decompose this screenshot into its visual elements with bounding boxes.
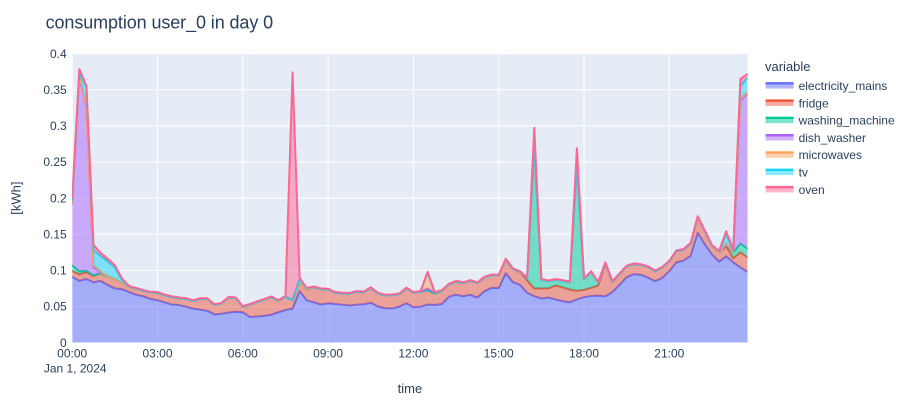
svg-text:0.15: 0.15 [43, 227, 67, 241]
svg-text:dish_washer: dish_washer [799, 131, 866, 145]
svg-text:06:00: 06:00 [228, 346, 258, 360]
svg-text:15:00: 15:00 [484, 346, 514, 360]
svg-text:0.4: 0.4 [50, 47, 67, 61]
svg-text:washing_machine: washing_machine [798, 114, 895, 128]
svg-text:consumption user_0 in day 0: consumption user_0 in day 0 [46, 13, 274, 34]
svg-text:03:00: 03:00 [142, 346, 172, 360]
svg-text:[kWh]: [kWh] [9, 181, 24, 214]
svg-text:Jan 1, 2024: Jan 1, 2024 [44, 361, 107, 375]
svg-text:0: 0 [60, 336, 67, 350]
svg-text:21:00: 21:00 [654, 346, 684, 360]
svg-text:electricity_mains: electricity_mains [799, 79, 888, 93]
svg-text:time: time [398, 381, 423, 396]
svg-text:0.05: 0.05 [43, 300, 67, 314]
svg-text:18:00: 18:00 [569, 346, 599, 360]
svg-text:0.2: 0.2 [50, 191, 67, 205]
svg-text:0.25: 0.25 [43, 155, 67, 169]
svg-text:variable: variable [765, 59, 811, 74]
svg-text:09:00: 09:00 [313, 346, 343, 360]
svg-text:microwaves: microwaves [799, 148, 862, 162]
svg-text:tv: tv [799, 166, 808, 180]
svg-text:0.1: 0.1 [50, 264, 67, 278]
svg-text:oven: oven [799, 183, 825, 197]
svg-text:fridge: fridge [799, 96, 829, 110]
svg-text:12:00: 12:00 [398, 346, 428, 360]
svg-text:0.35: 0.35 [43, 83, 67, 97]
svg-text:0.3: 0.3 [50, 119, 67, 133]
svg-text:00:00: 00:00 [57, 346, 87, 360]
